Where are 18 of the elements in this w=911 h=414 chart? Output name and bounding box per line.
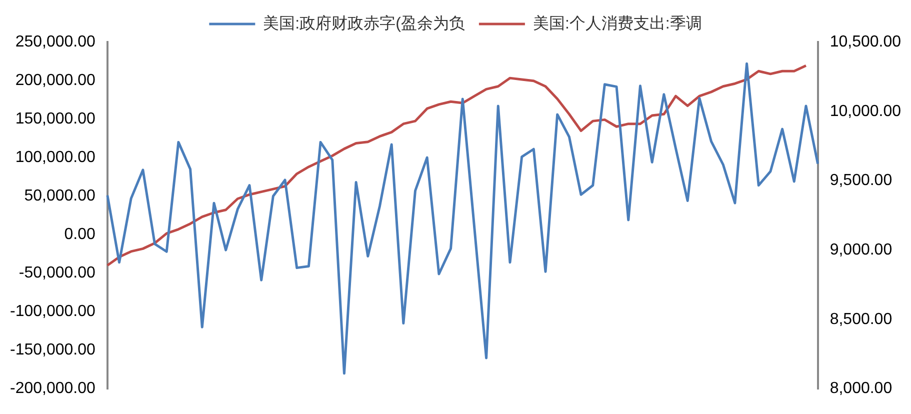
y-tick-label: -50,000.00	[18, 264, 96, 282]
y2-tick-label: 9,000.00	[830, 241, 892, 258]
legend-label: 美国:政府财政赤字(盈余为负	[263, 14, 465, 32]
y2-tick-label: 10,000.00	[830, 102, 902, 120]
y-tick-label: 0.00	[64, 226, 96, 244]
y2-tick-label: 8,500.00	[830, 310, 892, 328]
y-tick-label: 250,000.00	[15, 33, 96, 50]
y-tick-label: 100,000.00	[15, 149, 96, 166]
y2-tick-label: 9,500.00	[830, 172, 892, 190]
y-tick-label: -200,000.00	[10, 380, 96, 398]
y-tick-label: 150,000.00	[15, 110, 96, 128]
y-tick-label: -100,000.00	[10, 303, 96, 320]
y-tick-label: 200,000.00	[15, 72, 96, 89]
y-tick-label: -150,000.00	[10, 342, 96, 359]
legend-label: 美国:个人消费支出:季调	[532, 14, 702, 32]
y2-tick-label: 8,000.00	[830, 380, 892, 398]
y2-tick-label: 10,500.00	[830, 33, 902, 50]
y-tick-label: 50,000.00	[24, 188, 96, 205]
